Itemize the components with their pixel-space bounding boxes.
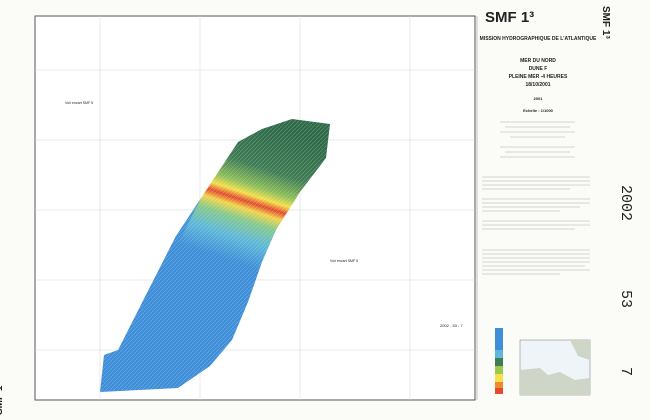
corner-stamp: SMF 1³	[600, 6, 611, 39]
archive-number: 53	[617, 290, 634, 308]
feature: DUNE F	[529, 66, 548, 72]
date: 18/10/2001	[525, 82, 550, 88]
fine-print	[482, 121, 590, 275]
inset-label: Voir encart SMF 5	[65, 101, 93, 105]
location-inset	[519, 339, 591, 396]
sheet-title: SMF 1³	[485, 9, 534, 26]
year: 2001	[534, 96, 544, 101]
corner-stamp: SMF 1³	[0, 382, 5, 415]
scale: Echelle : 1/1000	[523, 108, 554, 113]
archive-year: 2002	[617, 185, 634, 221]
area: MER DU NORD	[520, 58, 556, 64]
archive-sheet: 7	[617, 367, 634, 376]
inset-label: Voir encart SMF 5	[330, 259, 358, 263]
depth-legend	[495, 328, 503, 394]
organization: MISSION HYDROGRAPHIQUE DE L'ATLANTIQUE	[480, 36, 597, 42]
archive-stamp: 2002 - 53 - 7	[440, 323, 463, 328]
tide: PLEINE MER -4 HEURES	[509, 74, 568, 80]
